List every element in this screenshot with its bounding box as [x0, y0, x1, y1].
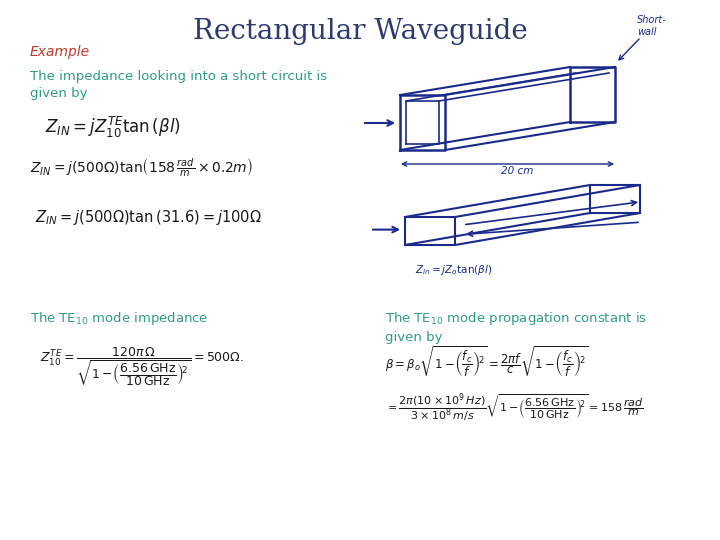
Text: $Z_{in} = jZ_o\tan(\beta l)$: $Z_{in} = jZ_o\tan(\beta l)$	[415, 263, 492, 277]
Text: Rectangular Waveguide: Rectangular Waveguide	[193, 18, 527, 45]
Text: The TE$_{10}$ mode propagation constant is
given by: The TE$_{10}$ mode propagation constant …	[385, 310, 647, 344]
Text: Example: Example	[30, 45, 90, 59]
Text: $\beta = \beta_o\sqrt{1-\!\left(\dfrac{f_c}{f}\right)^{\!2}} = \dfrac{2\pi f}{c}: $\beta = \beta_o\sqrt{1-\!\left(\dfrac{f…	[385, 345, 588, 380]
Text: 20 cm: 20 cm	[501, 166, 534, 176]
Text: Short-
wall: Short- wall	[637, 16, 667, 37]
Text: $Z_{IN} = j\left(500\Omega\right)\tan\!\left(158\,\frac{rad}{m}\times 0.2m\right: $Z_{IN} = j\left(500\Omega\right)\tan\!\…	[30, 156, 253, 178]
Text: The TE$_{10}$ mode impedance: The TE$_{10}$ mode impedance	[30, 310, 209, 327]
Text: $Z_{10}^{TE} = \dfrac{120\pi\,\Omega}{\sqrt{1-\!\left(\dfrac{6.56\,\mathrm{GHz}}: $Z_{10}^{TE} = \dfrac{120\pi\,\Omega}{\s…	[40, 345, 244, 388]
Text: $Z_{IN} = j\left(500\Omega\right)\tan\left(31.6\right) = j100\Omega$: $Z_{IN} = j\left(500\Omega\right)\tan\le…	[35, 208, 262, 227]
Text: The impedance looking into a short circuit is
given by: The impedance looking into a short circu…	[30, 70, 327, 100]
Text: $= \dfrac{2\pi\left(10\times10^{9}\,Hz\right)}{3\times10^{8}\,m/s}\sqrt{1-\!\lef: $= \dfrac{2\pi\left(10\times10^{9}\,Hz\r…	[385, 392, 644, 424]
Text: $Z_{IN} = jZ_{10}^{TE}\tan\left(\beta l\right)$: $Z_{IN} = jZ_{10}^{TE}\tan\left(\beta l\…	[45, 115, 181, 140]
